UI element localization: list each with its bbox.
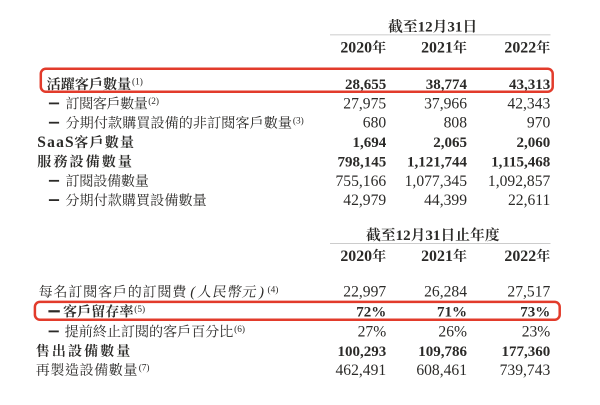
- svg-text:27,975: 27,975: [343, 95, 386, 112]
- svg-text:(7): (7): [139, 363, 150, 374]
- svg-text:2,065: 2,065: [433, 135, 467, 151]
- svg-text:44,399: 44,399: [424, 192, 467, 209]
- svg-text:28,655: 28,655: [345, 77, 386, 93]
- svg-text:(5): (5): [134, 304, 145, 315]
- svg-text:(6): (6): [234, 324, 245, 335]
- svg-text:22,611: 22,611: [508, 192, 550, 209]
- svg-text:2,060: 2,060: [517, 135, 551, 151]
- svg-text:42,343: 42,343: [507, 95, 550, 112]
- svg-text:12: 12: [418, 20, 433, 36]
- svg-text:2021: 2021: [421, 248, 453, 265]
- svg-text:1,694: 1,694: [352, 135, 386, 151]
- svg-text:739,743: 739,743: [500, 362, 551, 379]
- svg-text:26,284: 26,284: [424, 284, 467, 301]
- svg-text:22,997: 22,997: [343, 284, 386, 301]
- svg-text:1,092,857: 1,092,857: [488, 173, 551, 190]
- svg-text:(: (: [190, 285, 196, 301]
- svg-text:2021: 2021: [421, 39, 453, 56]
- svg-text:72%: 72%: [356, 304, 386, 320]
- svg-text:42,979: 42,979: [343, 192, 386, 209]
- svg-text:27,517: 27,517: [507, 284, 550, 301]
- svg-text:31: 31: [425, 228, 440, 244]
- svg-text:71%: 71%: [437, 304, 467, 320]
- svg-text:2022: 2022: [504, 39, 536, 56]
- svg-text:73%: 73%: [520, 304, 550, 320]
- svg-text:1,121,744: 1,121,744: [407, 154, 468, 170]
- svg-text:177,360: 177,360: [502, 344, 551, 360]
- svg-text:38,774: 38,774: [426, 77, 468, 93]
- svg-text:2020: 2020: [340, 248, 372, 265]
- svg-text:26%: 26%: [438, 323, 467, 340]
- svg-text:(1): (1): [132, 77, 143, 88]
- svg-text:23%: 23%: [522, 323, 551, 340]
- svg-text:109,786: 109,786: [418, 344, 467, 360]
- svg-text:755,166: 755,166: [336, 173, 387, 190]
- svg-text:37,966: 37,966: [424, 95, 467, 112]
- svg-text:(2): (2): [148, 96, 159, 107]
- svg-text:970: 970: [527, 115, 551, 132]
- svg-text:808: 808: [444, 115, 468, 132]
- svg-text:798,145: 798,145: [337, 154, 386, 170]
- svg-text:2020: 2020: [340, 39, 372, 56]
- svg-text:608,461: 608,461: [416, 362, 467, 379]
- svg-text:2022: 2022: [504, 248, 536, 265]
- svg-text:(3): (3): [293, 115, 304, 126]
- svg-text:(4): (4): [268, 284, 279, 295]
- svg-text:27%: 27%: [358, 323, 387, 340]
- svg-text:1,115,468: 1,115,468: [491, 154, 550, 170]
- svg-text:43,313: 43,313: [509, 77, 550, 93]
- svg-text:12: 12: [396, 228, 411, 244]
- svg-text:SaaS: SaaS: [37, 134, 75, 151]
- svg-text:): ): [258, 285, 264, 301]
- svg-text:462,491: 462,491: [336, 362, 387, 379]
- svg-text:1,077,345: 1,077,345: [405, 173, 468, 190]
- svg-text:31: 31: [447, 20, 462, 36]
- svg-text:680: 680: [363, 115, 387, 132]
- svg-text:100,293: 100,293: [337, 344, 386, 360]
